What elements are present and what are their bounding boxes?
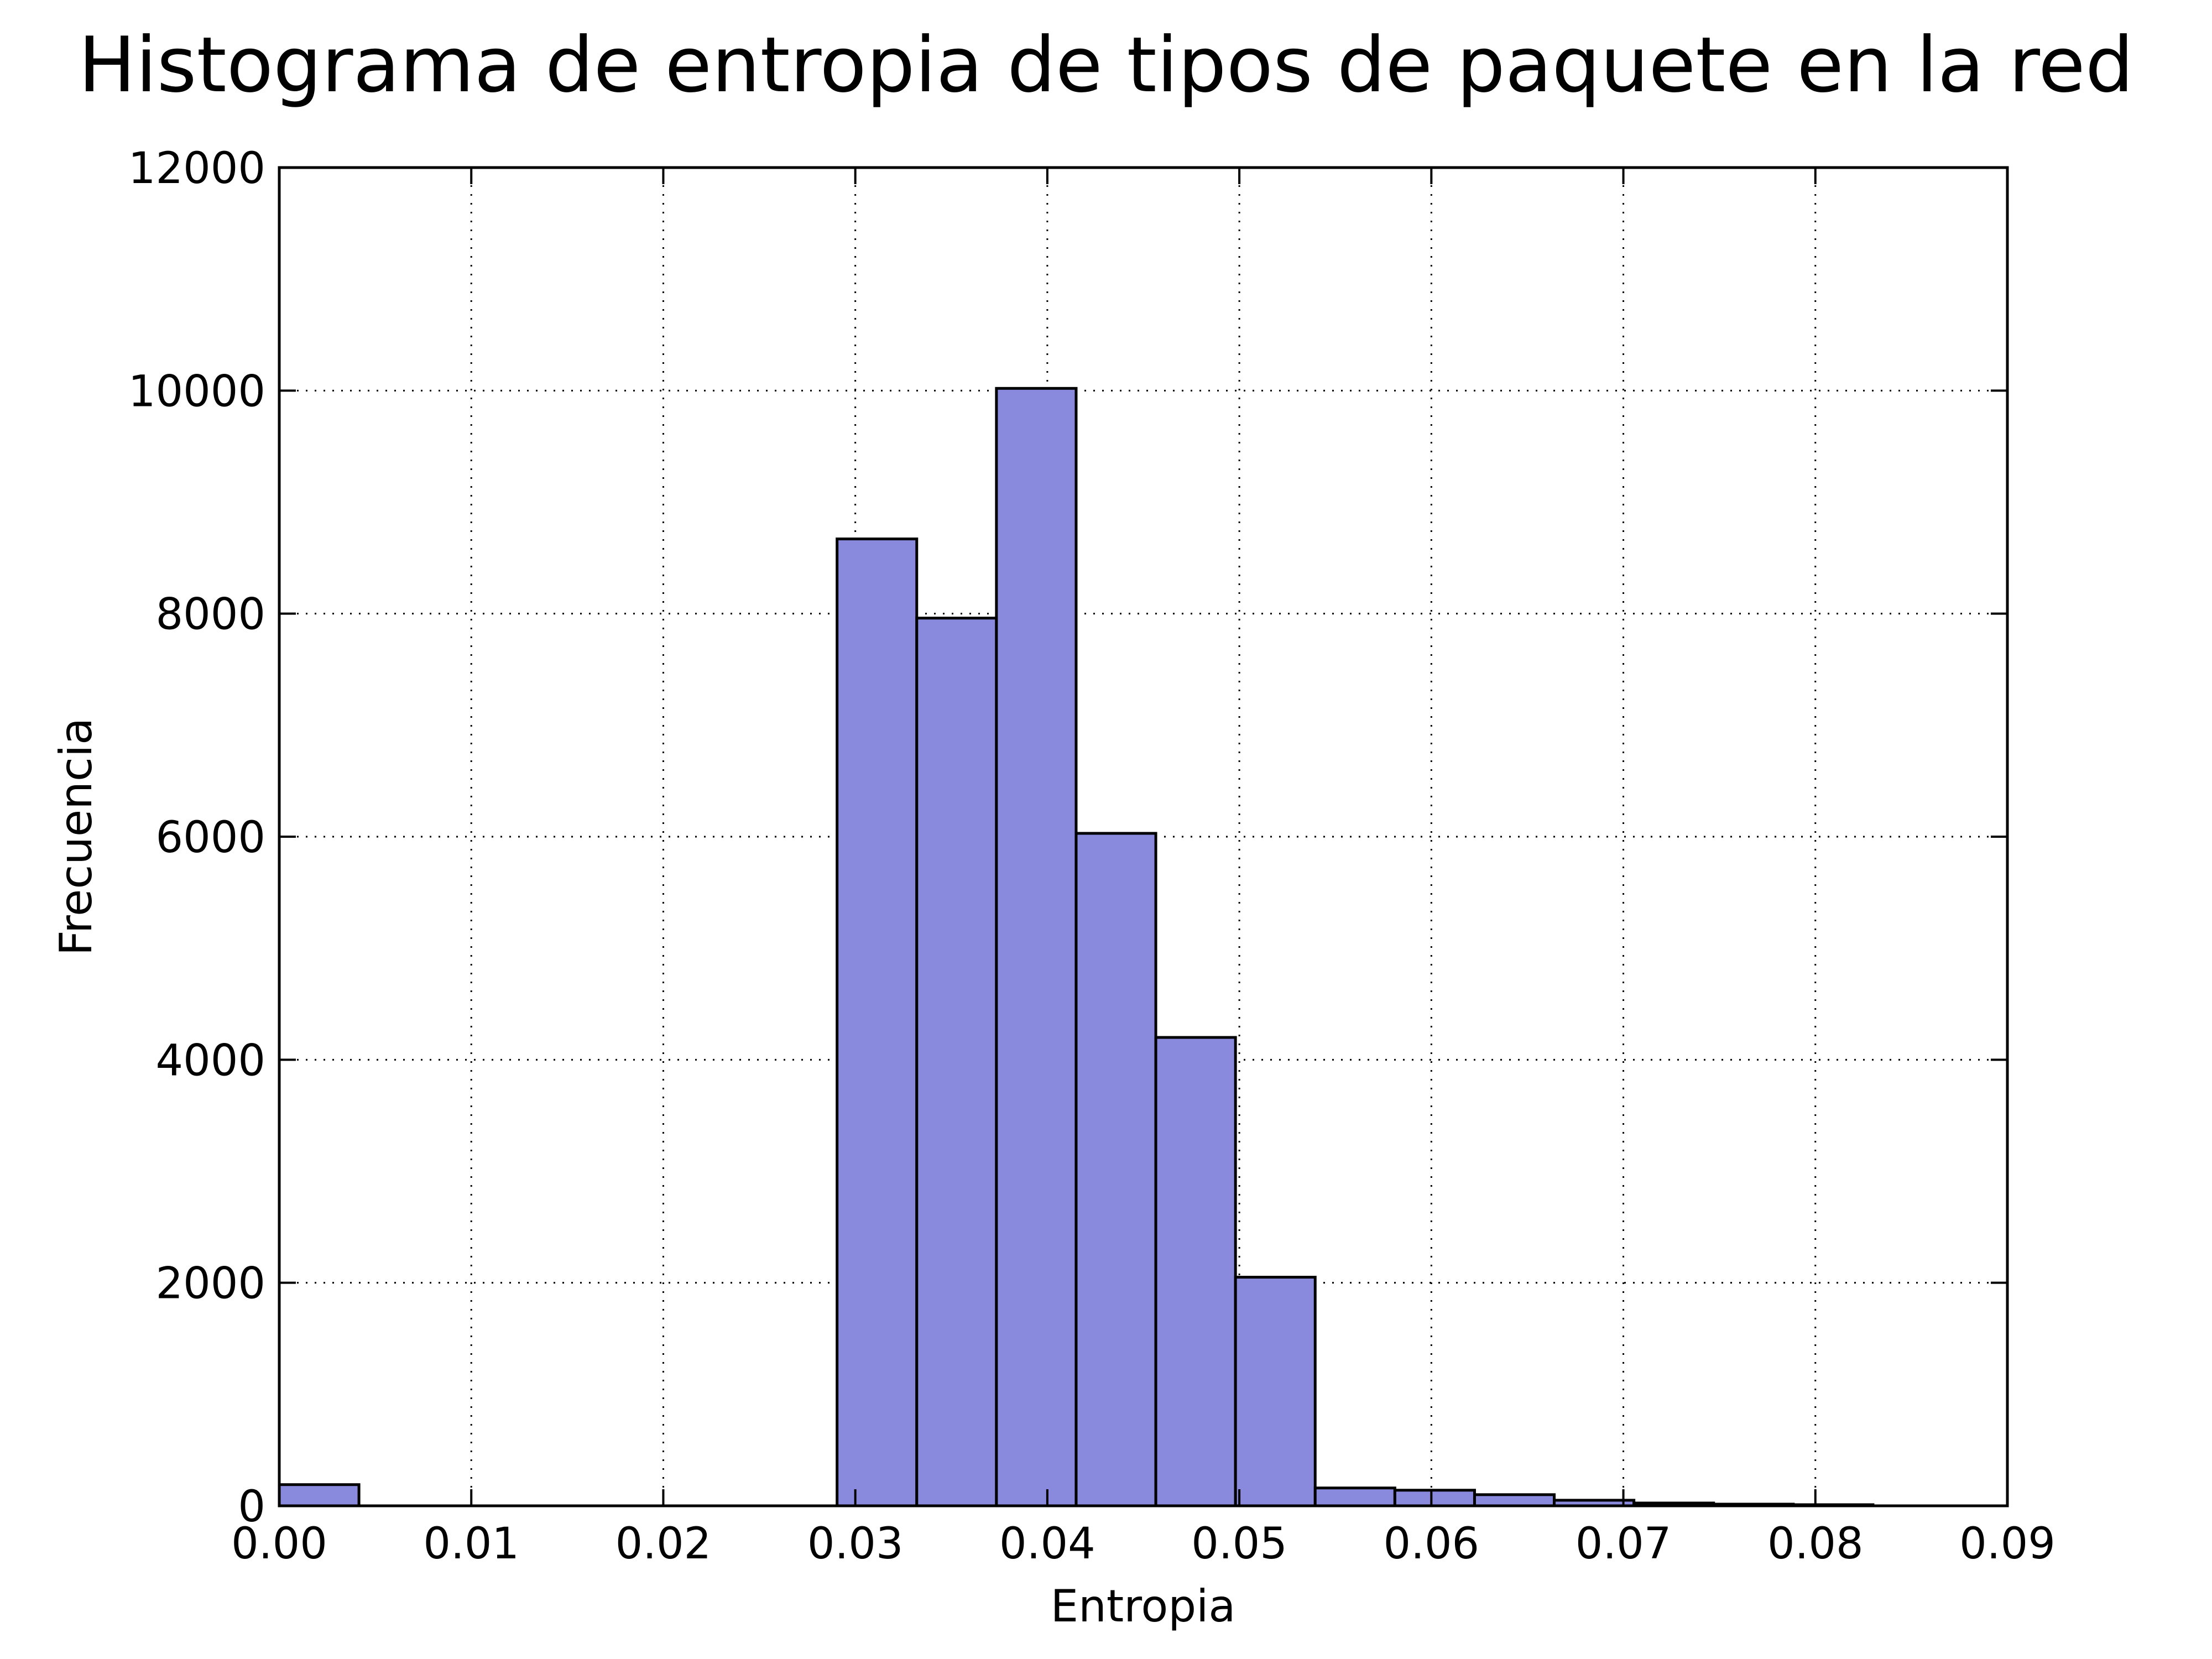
histogram-bar bbox=[1313, 1486, 1396, 1507]
histogram-bar bbox=[1074, 832, 1157, 1507]
y-tick-label: 6000 bbox=[155, 813, 265, 863]
x-tick-label: 0.02 bbox=[615, 1519, 712, 1569]
histogram-bar bbox=[1234, 1276, 1317, 1507]
x-tick-label: 0.05 bbox=[1191, 1519, 1287, 1569]
x-tick-label: 0.07 bbox=[1575, 1519, 1672, 1569]
histogram-bar bbox=[1393, 1489, 1476, 1507]
histogram-bars bbox=[278, 387, 1875, 1507]
y-tick-label: 4000 bbox=[155, 1036, 265, 1086]
y-tick-label: 8000 bbox=[155, 590, 265, 640]
x-tick-label: 0.04 bbox=[999, 1519, 1095, 1569]
y-tick-label: 2000 bbox=[155, 1259, 265, 1309]
y-tick-label: 0 bbox=[238, 1482, 265, 1532]
histogram-bar bbox=[915, 617, 998, 1507]
x-tick-label: 0.00 bbox=[231, 1519, 327, 1569]
x-tick-label: 0.06 bbox=[1383, 1519, 1479, 1569]
x-tick-label: 0.01 bbox=[423, 1519, 519, 1569]
y-tick-label: 12000 bbox=[128, 144, 265, 194]
y-axis-tick-labels: 0 2000 4000 6000 8000 10000 12000 bbox=[128, 144, 265, 1532]
histogram-bar bbox=[1473, 1493, 1556, 1507]
histogram-bar bbox=[1154, 1036, 1237, 1507]
histogram-bar bbox=[836, 538, 919, 1507]
histogram-bar bbox=[995, 387, 1078, 1507]
chart-title: Histograma de entropia de tipos de paque… bbox=[79, 20, 2134, 109]
y-tick-label: 10000 bbox=[128, 367, 265, 416]
x-tick-label: 0.09 bbox=[1959, 1519, 2056, 1569]
y-axis-label: Frecuencia bbox=[50, 718, 102, 956]
axis-ticks bbox=[278, 166, 2008, 1507]
x-axis-tick-labels: 0.00 0.01 0.02 0.03 0.04 0.05 0.06 0.07 0.08 0.09 bbox=[231, 1519, 2056, 1569]
x-tick-label: 0.03 bbox=[807, 1519, 904, 1569]
x-tick-label: 0.08 bbox=[1767, 1519, 1864, 1569]
x-axis-label: Entropia bbox=[1051, 1580, 1236, 1632]
histogram-bar bbox=[278, 1483, 361, 1507]
